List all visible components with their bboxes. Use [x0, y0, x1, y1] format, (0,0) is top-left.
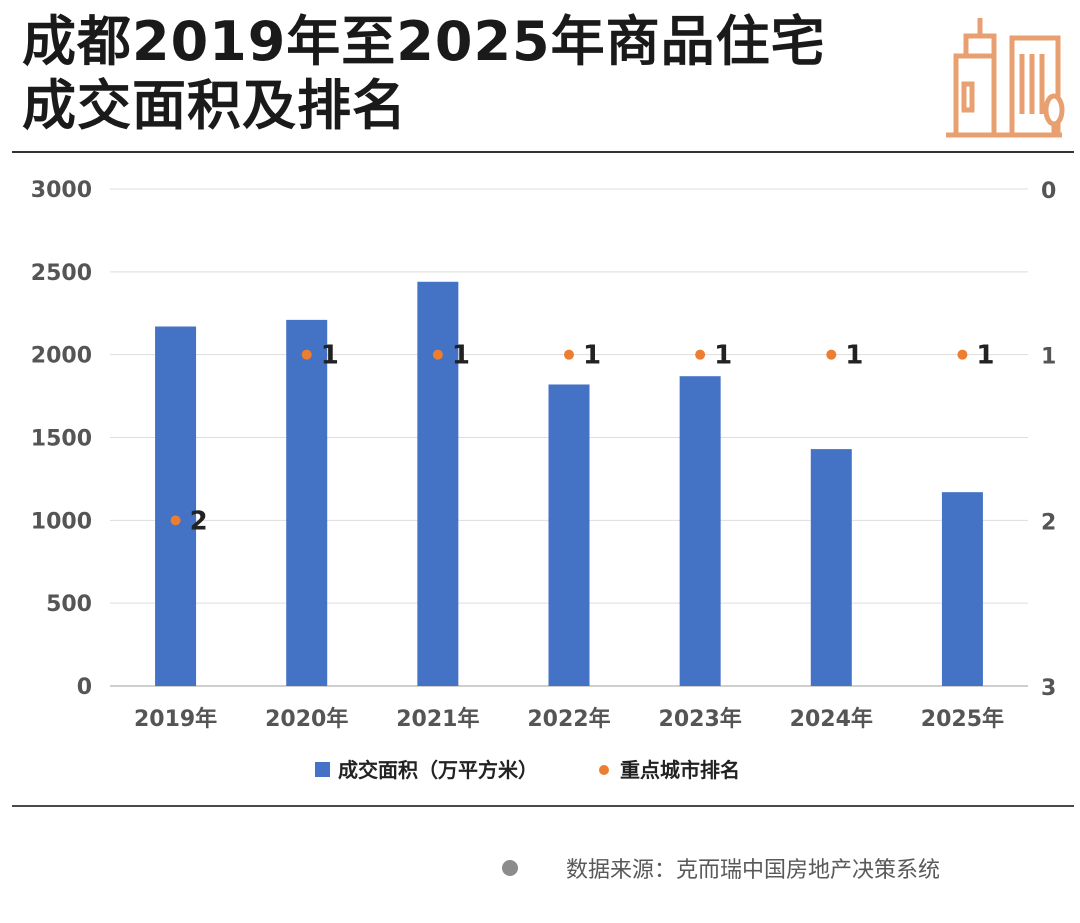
left-axis-tick-label: 2500 — [31, 261, 92, 286]
legend-rank-marker — [599, 765, 609, 775]
x-axis-category-label: 2020年 — [265, 706, 348, 732]
rank-point-2023年 — [695, 349, 706, 360]
left-axis-tick-label: 1500 — [31, 427, 92, 452]
legend-bar-swatch — [315, 762, 330, 777]
page-title: 成都2019年至2025年商品住宅 成交面积及排名 — [22, 10, 826, 138]
legend-rank-label: 重点城市排名 — [620, 758, 740, 782]
x-axis-category-label: 2023年 — [659, 706, 742, 732]
right-axis-tick-label: 1 — [1041, 345, 1056, 370]
right-axis-tick-label: 2 — [1041, 510, 1056, 535]
chart: 0 500 1000 1500 2000 2500 3000 0 1 2 3 2 1 1 1 1 1 1 20… — [31, 178, 1057, 782]
rank-point-2024年 — [826, 349, 837, 360]
rank-data-label: 2 — [190, 506, 208, 536]
bar-2019年 — [155, 326, 197, 686]
bar-2025年 — [941, 492, 983, 686]
rank-data-label: 1 — [583, 341, 601, 371]
top-divider — [12, 151, 1074, 153]
x-axis-category-label: 2021年 — [396, 706, 479, 732]
bar-2020年 — [286, 319, 328, 686]
left-axis-tick-label: 2000 — [31, 344, 92, 369]
rank-point-2019年 — [170, 515, 181, 526]
rank-point-2025年 — [957, 349, 968, 360]
rank-data-label: 1 — [321, 341, 339, 371]
x-axis-category-label: 2024年 — [790, 706, 873, 732]
source-text: 数据来源：克而瑞中国房地产决策系统 — [566, 858, 941, 883]
right-axis-tick-label: 3 — [1041, 676, 1056, 701]
city-buildings-icon — [942, 14, 1066, 144]
rank-data-label: 1 — [845, 341, 863, 371]
left-axis-tick-label: 500 — [46, 592, 92, 617]
rank-point-2022年 — [564, 349, 574, 360]
left-axis-tick-label: 1000 — [31, 509, 92, 534]
rank-data-label: 1 — [452, 341, 470, 371]
title-line-1: 成都2019年至2025年商品住宅 — [22, 10, 826, 73]
rank-data-label: 1 — [714, 341, 732, 371]
rank-point-2021年 — [432, 349, 443, 360]
left-axis-tick-label: 3000 — [31, 178, 92, 203]
legend-bar-label: 成交面积（万平方米） — [338, 758, 538, 782]
right-axis-tick-label: 0 — [1041, 179, 1056, 204]
bar-2021年 — [417, 281, 459, 686]
bullet-icon — [502, 860, 518, 876]
bottom-divider — [12, 805, 1074, 807]
rank-point-2020年 — [301, 349, 312, 360]
bar-2022年 — [548, 384, 590, 686]
x-axis-category-label: 2019年 — [134, 706, 217, 732]
rank-data-label: 1 — [976, 341, 994, 371]
x-axis-category-label: 2022年 — [527, 706, 610, 732]
bar-2023年 — [679, 376, 721, 686]
bar-2024年 — [810, 449, 852, 686]
data-source-note: 数据来源：克而瑞中国房地产决策系统 — [502, 852, 940, 884]
x-axis-category-label: 2025年 — [921, 706, 1004, 732]
title-line-2: 成交面积及排名 — [22, 74, 407, 137]
left-axis-tick-label: 0 — [77, 675, 92, 700]
